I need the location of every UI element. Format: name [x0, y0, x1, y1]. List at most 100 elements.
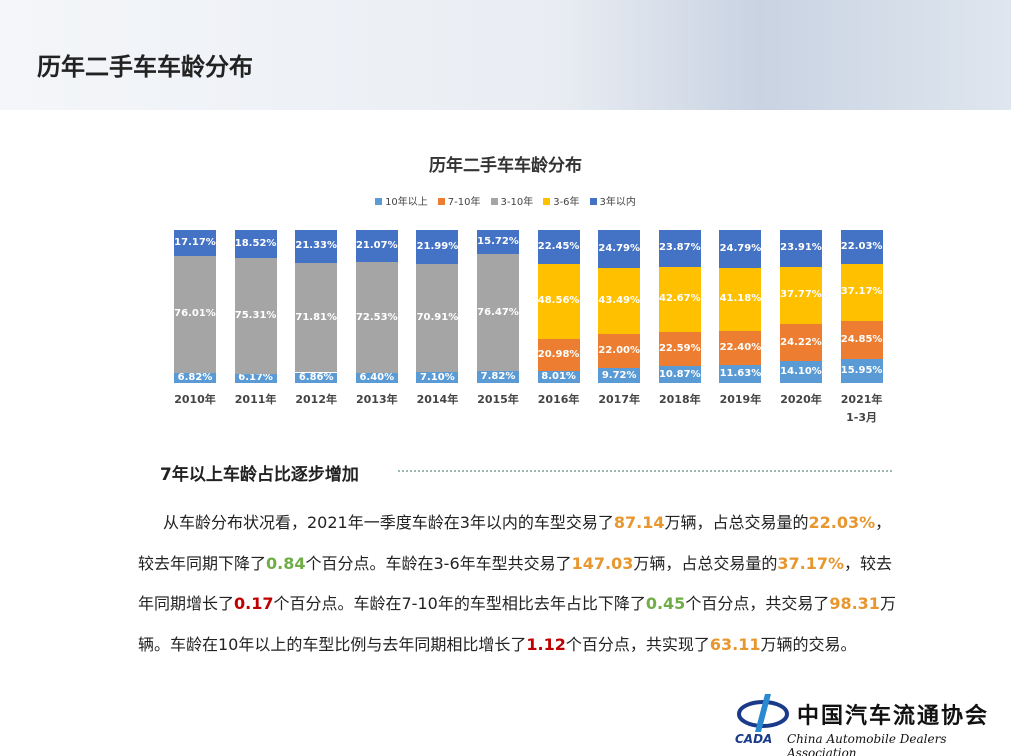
dotted-rule — [398, 470, 892, 472]
legend-label: 3-10年 — [500, 197, 534, 208]
bar-segment — [840, 320, 883, 359]
legend-item: 3-10年 — [490, 193, 534, 208]
value-label: 41.18% — [719, 293, 762, 305]
x-tick-label: 2018年 — [658, 393, 701, 406]
logo-english: China Automobile Dealers Association — [787, 732, 947, 756]
bar-segment — [719, 330, 762, 366]
bar-segment — [598, 267, 641, 335]
value-label: 15.72% — [477, 236, 519, 247]
value-label: 22.45% — [537, 241, 580, 253]
bar-segment — [658, 331, 701, 367]
bar-segment — [658, 366, 701, 383]
bar-segment — [477, 229, 519, 255]
bar-segment — [174, 230, 216, 257]
bar-segment — [658, 230, 701, 267]
highlight-number: 147.03 — [571, 553, 634, 573]
value-label: 71.81% — [295, 311, 338, 323]
value-label: 15.95% — [840, 364, 883, 376]
value-label: 24.85% — [840, 333, 883, 345]
bar-segment — [780, 361, 822, 383]
bar-segment — [840, 358, 883, 383]
x-tick-label: 2017年 — [598, 393, 640, 406]
value-label: 37.17% — [840, 286, 883, 298]
legend-item: 3年以内 — [589, 193, 636, 208]
x-tick-label: 2013年 — [355, 393, 398, 406]
value-label: 6.40% — [359, 372, 395, 384]
highlight-number: 0.84 — [266, 553, 306, 573]
value-label: 14.10% — [780, 366, 822, 378]
highlight-number: 0.45 — [645, 594, 686, 613]
value-label: 23.87% — [658, 242, 701, 254]
value-label: 6.17% — [238, 372, 273, 384]
bar-segment — [598, 334, 641, 369]
bar-segment — [234, 230, 277, 259]
highlight-number: 98.31 — [829, 594, 880, 613]
legend-swatch — [589, 198, 597, 205]
x-tick-label: 2020年 — [780, 393, 822, 406]
legend-label: 7-10年 — [447, 197, 481, 208]
text-run: ，较去年同期下降了 — [138, 513, 892, 573]
bar-segment — [355, 373, 398, 383]
value-label: 37.77% — [780, 289, 822, 301]
bar-segment — [780, 324, 822, 362]
bar-segment — [537, 230, 580, 265]
bar-segment — [840, 230, 883, 264]
text-run: 个百分点。车龄在3-6年车型共交易了 — [305, 553, 572, 573]
highlight-number: 63.11 — [709, 634, 761, 654]
value-label: 48.56% — [537, 295, 580, 307]
value-label: 76.01% — [174, 308, 216, 320]
text-run: 个百分点，共交易了 — [685, 594, 830, 613]
value-label: 24.79% — [719, 242, 762, 254]
value-label: 17.17% — [174, 237, 216, 249]
bar-segment — [719, 365, 762, 383]
bar-segment — [234, 373, 277, 383]
bar-segment — [174, 372, 216, 383]
bar-segment — [780, 230, 822, 267]
bar-segment — [840, 263, 883, 321]
highlight-number: 22.03% — [808, 513, 876, 532]
value-label: 7.10% — [420, 371, 455, 383]
legend-swatch — [543, 198, 551, 205]
value-label: 6.86% — [298, 371, 334, 383]
value-label: 21.99% — [416, 240, 459, 252]
bar-segment — [537, 338, 580, 371]
bar-segment — [295, 372, 338, 383]
logo-icon — [737, 694, 789, 732]
value-label: 22.59% — [658, 343, 701, 355]
bar-segment — [537, 264, 580, 339]
bar-segment — [719, 267, 762, 331]
bar-segment — [234, 258, 277, 374]
bar-segment — [416, 263, 459, 373]
text-run: 万辆。车龄在10年以上的车型比例与去年同期相比增长了 — [138, 594, 896, 654]
legend-swatch — [490, 198, 498, 205]
highlight-number: 0.17 — [234, 594, 274, 613]
value-label: 72.53% — [355, 311, 398, 323]
bar-segment — [598, 368, 641, 383]
value-label: 9.72% — [601, 369, 637, 381]
x-tick-label: 2019年 — [719, 393, 762, 406]
header-band — [0, 0, 1011, 110]
logo-name: 中国汽车流通协会 — [797, 703, 990, 729]
text-run: 从车龄分布状况看，2021年一季度车龄在3年以内的车型交易了 — [163, 513, 614, 532]
value-label: 23.91% — [780, 242, 822, 254]
value-label: 22.03% — [840, 240, 883, 252]
value-label: 22.40% — [719, 342, 762, 354]
chart-title: 历年二手车车龄分布 — [429, 156, 582, 176]
legend-swatch — [437, 198, 445, 205]
value-label: 8.01% — [541, 370, 576, 382]
bar-segment — [598, 230, 641, 268]
bar-segment — [355, 262, 398, 374]
text-run: 万辆，占总交易量的 — [664, 513, 809, 532]
highlight-number: 37.17% — [777, 553, 845, 573]
value-label: 22.00% — [598, 345, 641, 357]
x-tick-label: 2015年 — [477, 393, 519, 406]
bar-segment — [295, 230, 338, 263]
value-label: 21.33% — [295, 240, 338, 252]
x-tick-label: 2011年 — [234, 393, 277, 406]
bar-segment — [477, 254, 519, 372]
paragraph: 从车龄分布状况看，2021年一季度车龄在3年以内的车型交易了87.14万辆，占总… — [138, 503, 898, 665]
value-label: 10.87% — [658, 368, 701, 380]
value-label: 24.22% — [780, 336, 822, 348]
value-label: 6.82% — [177, 371, 213, 383]
